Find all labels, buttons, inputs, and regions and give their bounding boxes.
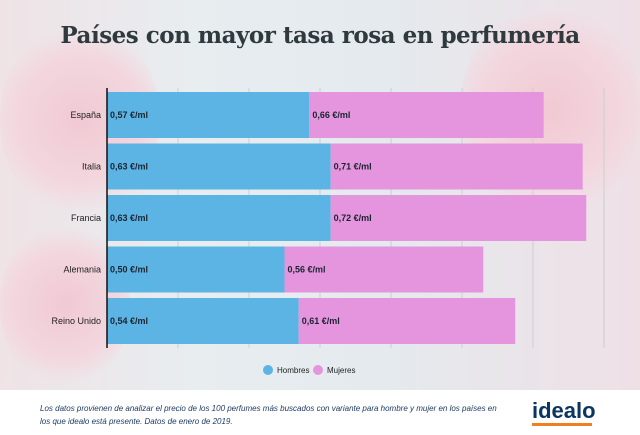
bar-hombres bbox=[107, 195, 331, 241]
bar-mujeres bbox=[330, 195, 587, 241]
category-label: Francia bbox=[71, 213, 101, 223]
category-label: Italia bbox=[82, 162, 101, 172]
logo-underline bbox=[532, 423, 592, 426]
bar-mujeres bbox=[309, 92, 544, 138]
legend-marker-hombres bbox=[263, 365, 273, 375]
data-label: 0,57 €/ml bbox=[110, 110, 148, 120]
legend-label: Hombres bbox=[277, 366, 309, 375]
bar-hombres bbox=[107, 92, 310, 138]
category-label: Alemania bbox=[63, 265, 101, 275]
bar-hombres bbox=[107, 143, 331, 190]
bar-mujeres bbox=[284, 246, 484, 293]
category-label: España bbox=[70, 110, 101, 120]
data-label: 0,71 €/ml bbox=[334, 162, 372, 172]
bar-chart: España 0,57 €/ml 0,66 €/ml Italia 0,63 €/ml 0… bbox=[51, 88, 605, 375]
data-label: 0,61 €/ml bbox=[302, 316, 340, 326]
bar-mujeres bbox=[330, 143, 583, 190]
data-label: 0,63 €/ml bbox=[110, 162, 148, 172]
data-label: 0,54 €/ml bbox=[110, 316, 148, 326]
idealo-logo: idealo bbox=[532, 398, 596, 423]
data-label: 0,72 €/ml bbox=[334, 213, 372, 223]
data-label: 0,56 €/ml bbox=[288, 265, 326, 275]
bar-hombres bbox=[107, 246, 285, 293]
category-label: Reino Unido bbox=[51, 316, 101, 326]
footnote: Los datos provienen de analizar el preci… bbox=[40, 404, 497, 426]
chart-title: Países con mayor tasa rosa en perfumería bbox=[60, 22, 580, 49]
bar-mujeres bbox=[298, 298, 516, 344]
legend-label: Mujeres bbox=[327, 366, 355, 375]
footer: Los datos provienen de analizar el preci… bbox=[0, 390, 640, 435]
data-label: 0,50 €/ml bbox=[110, 265, 148, 275]
data-label: 0,63 €/ml bbox=[110, 213, 148, 223]
data-label: 0,66 €/ml bbox=[312, 110, 350, 120]
legend-marker-mujeres bbox=[313, 365, 323, 375]
bar-hombres bbox=[107, 298, 299, 344]
